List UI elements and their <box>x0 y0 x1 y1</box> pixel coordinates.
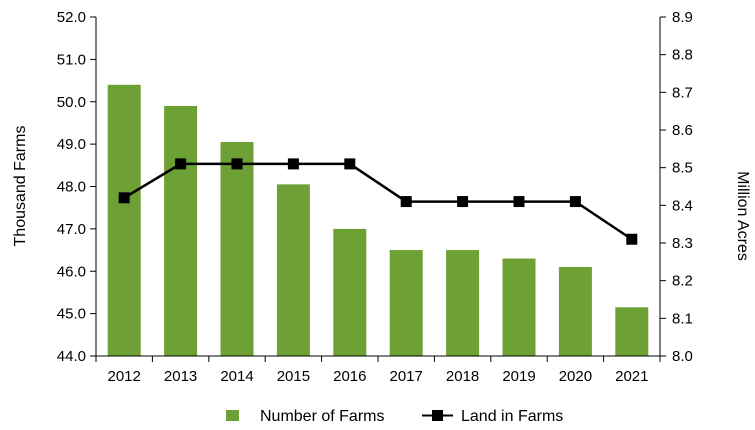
legend-swatch-number-of-farms <box>226 410 239 421</box>
bar-2019 <box>502 258 536 356</box>
x-tick-label: 2018 <box>446 368 479 385</box>
marker-2020 <box>569 196 581 208</box>
marker-2018 <box>457 196 469 208</box>
line-land-in-farms <box>123 162 633 241</box>
bar-series <box>107 84 649 357</box>
right-tick-label: 8.6 <box>672 122 693 139</box>
right-tick-label: 8.0 <box>672 348 693 365</box>
bar-2021 <box>615 307 649 356</box>
x-tick-label: 2013 <box>164 368 197 385</box>
bar-2020 <box>558 267 592 356</box>
bar-2016 <box>333 228 367 356</box>
right-tick-label: 8.4 <box>672 197 693 214</box>
x-tick-label: 2016 <box>333 368 366 385</box>
left-tick-label: 50.0 <box>57 94 86 111</box>
right-axis-ticks: 8.0 8.1 8.2 8.3 8.4 8.5 8.6 8.7 8.8 8.9 <box>660 9 693 365</box>
x-tick-label: 2014 <box>220 368 253 385</box>
marker-2019 <box>513 196 525 208</box>
bar-2013 <box>164 105 198 356</box>
left-tick-label: 46.0 <box>57 263 86 280</box>
line-series <box>118 158 638 245</box>
right-tick-label: 8.3 <box>672 235 693 252</box>
bar-2012 <box>107 84 141 357</box>
bar-2014 <box>220 142 254 356</box>
left-axis-title: Thousand Farms <box>12 126 29 247</box>
marker-2014 <box>231 158 243 170</box>
left-tick-label: 44.0 <box>57 348 86 365</box>
legend-marker-land-in-farms <box>432 410 443 421</box>
bar-2017 <box>389 250 423 356</box>
x-tick-label: 2019 <box>502 368 535 385</box>
left-tick-label: 47.0 <box>57 221 86 238</box>
marker-2012 <box>118 192 130 204</box>
left-tick-label: 51.0 <box>57 51 86 68</box>
right-tick-label: 8.7 <box>672 84 693 101</box>
right-tick-label: 8.2 <box>672 273 693 290</box>
marker-2017 <box>400 196 412 208</box>
x-tick-label: 2021 <box>615 368 648 385</box>
x-tick-label: 2020 <box>559 368 592 385</box>
left-tick-label: 52.0 <box>57 9 86 26</box>
legend-label-number-of-farms: Number of Farms <box>260 408 384 425</box>
x-axis-ticks: 2012 2013 2014 2015 2016 2017 2018 2019 2020 2021 <box>95 356 661 385</box>
legend-label-land-in-farms: Land in Farms <box>461 408 563 425</box>
right-axis-title: Million Acres <box>734 171 751 261</box>
left-tick-label: 49.0 <box>57 136 86 153</box>
legend: Number of Farms Land in Farms <box>226 408 563 425</box>
marker-2015 <box>287 158 299 170</box>
marker-2013 <box>175 158 187 170</box>
bar-2015 <box>276 184 310 356</box>
right-tick-label: 8.1 <box>672 310 693 327</box>
marker-2016 <box>344 158 356 170</box>
left-axis-ticks: 44.0 45.0 46.0 47.0 48.0 49.0 50.0 51.0 52.0 <box>57 9 96 365</box>
x-tick-label: 2012 <box>108 368 141 385</box>
bar-2018 <box>446 250 480 356</box>
left-tick-label: 45.0 <box>57 306 86 323</box>
marker-2021 <box>626 233 638 245</box>
right-tick-label: 8.8 <box>672 47 693 64</box>
right-tick-label: 8.9 <box>672 9 693 26</box>
x-tick-label: 2017 <box>390 368 423 385</box>
x-tick-label: 2015 <box>277 368 310 385</box>
left-tick-label: 48.0 <box>57 179 86 196</box>
right-tick-label: 8.5 <box>672 160 693 177</box>
